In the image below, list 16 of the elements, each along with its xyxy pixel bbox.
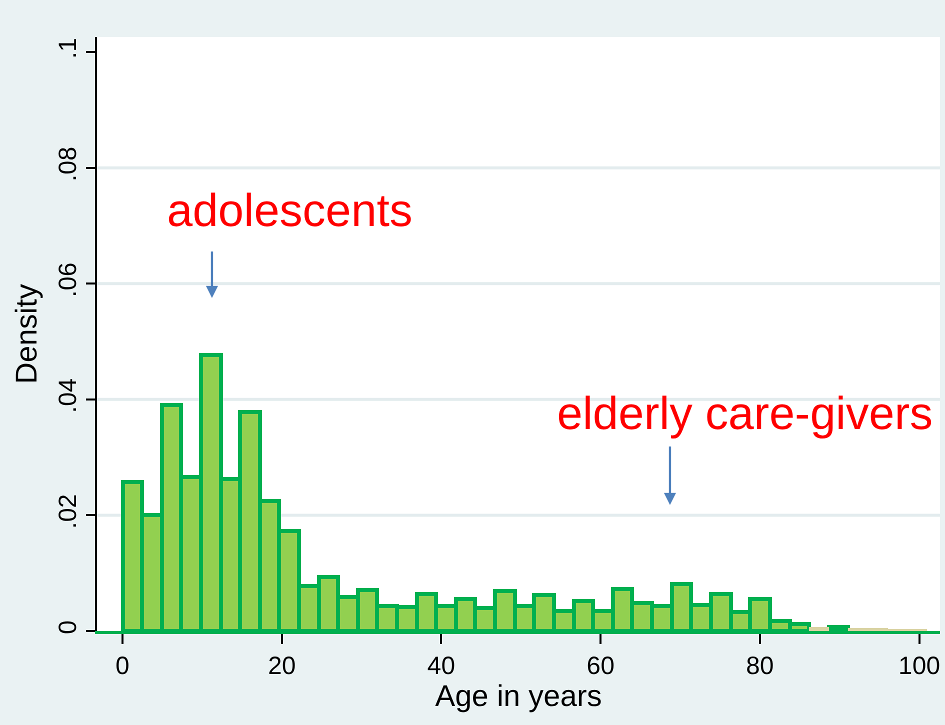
x-tick-label: 80 [746, 652, 774, 680]
annotation: elderly care-givers [557, 387, 933, 439]
y-tick-label: .02 [54, 494, 82, 529]
y-axis-title: Density [10, 284, 44, 384]
x-tick-label: 60 [586, 652, 614, 680]
x-tick-label: 0 [116, 652, 130, 680]
y-tick-label: .08 [54, 146, 82, 182]
x-axis-title: Age in years [435, 680, 602, 713]
y-tick-label: .1 [54, 38, 82, 59]
y-tick-label: .06 [54, 262, 82, 298]
x-tick-label: 20 [268, 652, 296, 680]
y-tick-label: .04 [54, 378, 82, 414]
x-tick-label: 100 [898, 652, 940, 680]
y-tick-label: 0 [54, 620, 82, 634]
x-tick-label: 40 [427, 652, 456, 680]
annotation: adolescents [167, 184, 412, 236]
